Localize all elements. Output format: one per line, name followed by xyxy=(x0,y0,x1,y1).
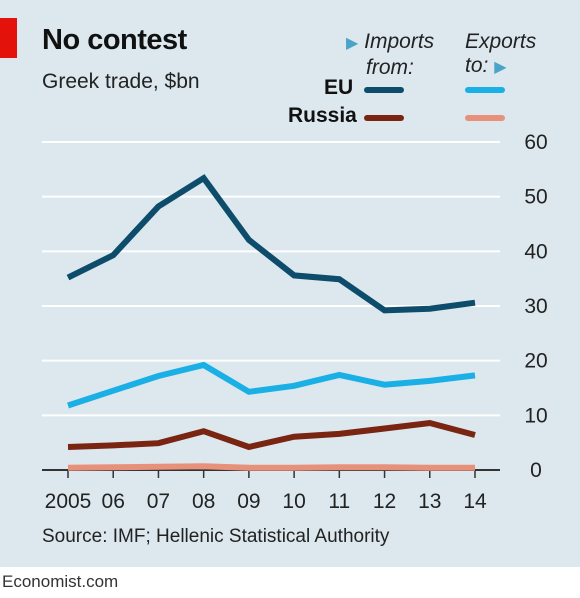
legend-swatch-eu-imports xyxy=(364,87,404,93)
y-tick-label: 60 xyxy=(524,131,547,154)
x-tick-label: 13 xyxy=(418,490,441,513)
chart-panel xyxy=(0,0,580,567)
source-note: Source: IMF; Hellenic Statistical Author… xyxy=(42,526,390,547)
x-tick-label: 11 xyxy=(328,490,350,513)
triangle-right-icon: ▶ xyxy=(346,35,359,52)
chart-title: No contest xyxy=(42,24,187,56)
y-tick-label: 0 xyxy=(530,459,542,482)
legend-imports-line1: Imports xyxy=(364,30,435,53)
x-tick-label: 2005 xyxy=(45,490,92,513)
x-tick-label: 14 xyxy=(463,490,487,513)
x-tick-label: 06 xyxy=(102,490,125,513)
legend-label-eu: EU xyxy=(324,76,354,99)
brand-text: Economist.com xyxy=(2,572,119,591)
legend-swatch-eu-exports xyxy=(465,87,505,93)
legend-swatch-russia-exports xyxy=(465,115,505,121)
line-chart: 0 10 20 30 40 50 60 2005 06 07 08 09 10 11 12 13 14 xyxy=(42,131,548,513)
x-tick-label: 10 xyxy=(282,490,305,513)
legend-exports-line2: to: xyxy=(465,54,489,77)
y-tick-label: 20 xyxy=(524,350,547,373)
x-tick-label: 12 xyxy=(373,490,396,513)
x-tick-label: 07 xyxy=(147,490,170,513)
legend-label-russia: Russia xyxy=(288,104,357,127)
series-line-imports-from-russia xyxy=(67,419,476,451)
legend-imports-header: ▶ Imports from: xyxy=(346,30,434,80)
legend-exports-header: Exports to: ▶ xyxy=(465,30,536,80)
legend-swatch-russia-imports xyxy=(364,115,404,121)
y-tick-label: 10 xyxy=(524,404,547,427)
y-tick-label: 40 xyxy=(524,240,547,263)
x-tick-label: 08 xyxy=(192,490,215,513)
chart-subtitle: Greek trade, $bn xyxy=(42,70,200,93)
legend-imports-line2: from: xyxy=(366,56,414,79)
y-tick-label: 50 xyxy=(524,186,547,209)
triangle-right-icon: ▶ xyxy=(494,59,507,76)
series-line-exports-to-eu xyxy=(67,361,476,409)
brand-red-tag xyxy=(0,18,17,58)
series-line-exports-to-russia xyxy=(67,463,475,471)
series-line-imports-from-eu xyxy=(66,174,476,314)
legend-exports-line1: Exports xyxy=(465,30,537,53)
x-tick-label: 09 xyxy=(237,490,260,513)
y-tick-label: 30 xyxy=(524,295,547,318)
